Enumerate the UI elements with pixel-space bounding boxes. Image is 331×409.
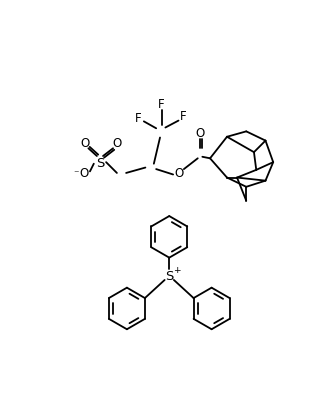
Text: S: S bbox=[165, 269, 173, 282]
Text: O: O bbox=[112, 136, 121, 149]
Text: ⁻: ⁻ bbox=[73, 169, 79, 178]
Text: O: O bbox=[79, 167, 88, 180]
Text: O: O bbox=[80, 136, 89, 149]
Text: O: O bbox=[195, 127, 205, 140]
Text: +: + bbox=[173, 265, 181, 274]
Text: F: F bbox=[135, 112, 142, 125]
Text: F: F bbox=[180, 110, 186, 123]
Text: S: S bbox=[96, 156, 104, 169]
Text: O: O bbox=[175, 167, 184, 180]
Text: F: F bbox=[158, 98, 165, 111]
